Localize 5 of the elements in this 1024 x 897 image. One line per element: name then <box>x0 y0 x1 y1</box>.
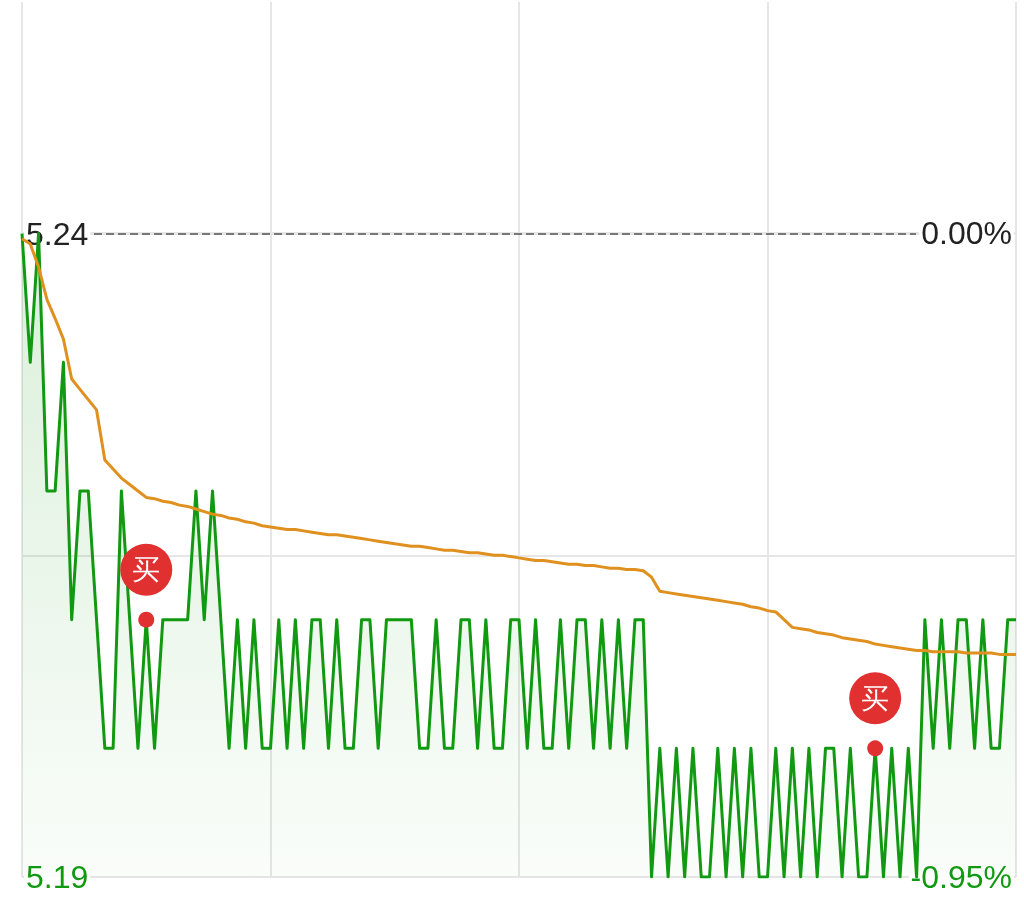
y2-tick-label: 0.00% <box>921 214 1012 251</box>
data-label: 买 <box>132 553 161 587</box>
y-tick-label: 5.19 <box>26 859 89 895</box>
data-label: 买 <box>861 681 890 715</box>
y2-tick-label: -0.95% <box>910 859 1012 895</box>
